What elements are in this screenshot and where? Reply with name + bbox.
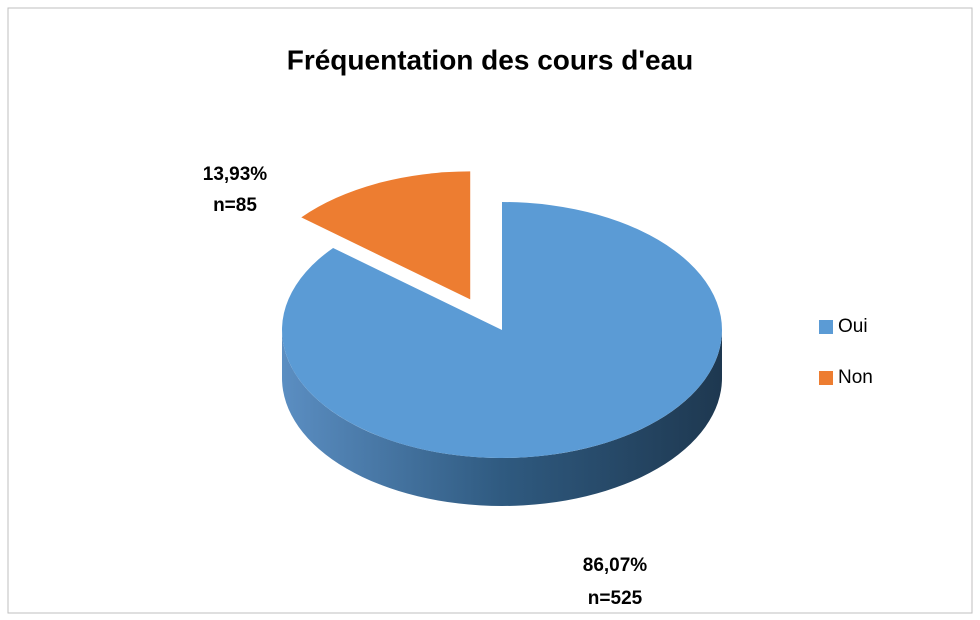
chart-frame — [7, 7, 973, 614]
data-label: n=525 — [588, 588, 643, 609]
chart-title: Fréquentation des cours d'eau — [287, 44, 694, 75]
legend-swatch — [819, 371, 833, 385]
legend: Oui Non — [819, 316, 873, 388]
slice-side — [282, 330, 722, 506]
legend-label: Non — [838, 367, 873, 388]
pie — [282, 171, 723, 506]
legend-swatch — [819, 320, 833, 334]
data-label: 13,93% — [203, 164, 268, 185]
slice — [282, 202, 723, 458]
slice — [301, 171, 471, 300]
data-label: 86,07% — [583, 555, 648, 576]
legend-label: Oui — [838, 316, 868, 337]
data-label: n=85 — [213, 195, 257, 216]
